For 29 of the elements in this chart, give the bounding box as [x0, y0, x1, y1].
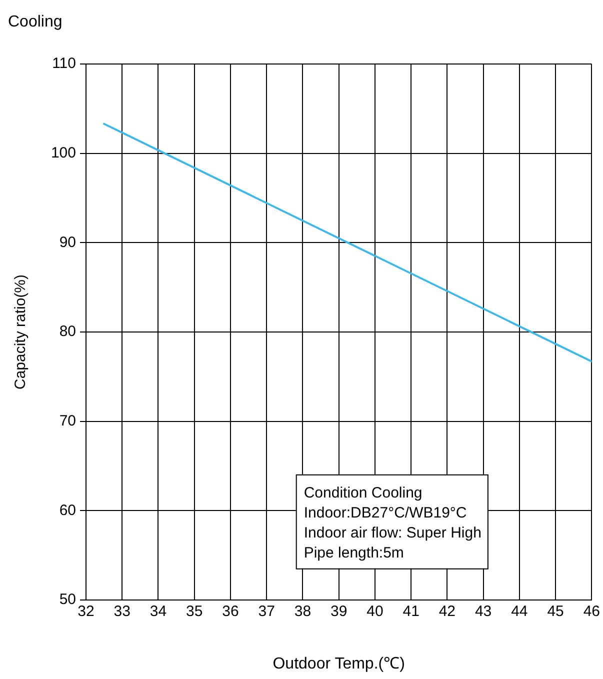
x-tick-label: 39	[330, 603, 348, 620]
x-tick-label: 45	[547, 603, 564, 620]
y-tick-label: 60	[59, 502, 76, 519]
x-tick-label: 35	[186, 603, 203, 620]
x-tick-label: 46	[583, 603, 600, 620]
x-tick-label: 36	[222, 603, 239, 620]
x-tick-label: 33	[114, 603, 130, 620]
y-axis-title: Capacity ratio(%)	[12, 274, 30, 390]
x-tick-label: 42	[438, 603, 456, 620]
x-tick-label: 41	[402, 603, 420, 620]
x-tick-label: 37	[258, 603, 275, 620]
x-tick-label: 34	[150, 603, 167, 620]
annotation: Indoor air flow: Super High	[304, 524, 482, 542]
x-axis-title: Outdoor Temp.(℃)	[272, 655, 405, 672]
x-tick-label: 32	[78, 603, 94, 620]
y-tick-label: 90	[59, 234, 76, 251]
chart-title: Cooling	[8, 13, 62, 30]
annotation: Pipe length:5m	[304, 544, 404, 562]
annotation: Indoor:DB27°C/WB19°C	[304, 504, 467, 522]
y-tick-label: 100	[50, 144, 76, 162]
y-tick-label: 70	[59, 412, 76, 430]
x-tick-label: 40	[366, 603, 384, 620]
x-tick-label: 44	[511, 603, 528, 620]
x-tick-label: 43	[474, 603, 492, 620]
annotation: Condition Cooling	[304, 484, 422, 502]
y-tick-label: 50	[59, 591, 76, 608]
y-tick-label: 80	[59, 323, 76, 340]
y-tick-label: 110	[52, 55, 76, 72]
x-tick-label: 38	[294, 603, 312, 620]
